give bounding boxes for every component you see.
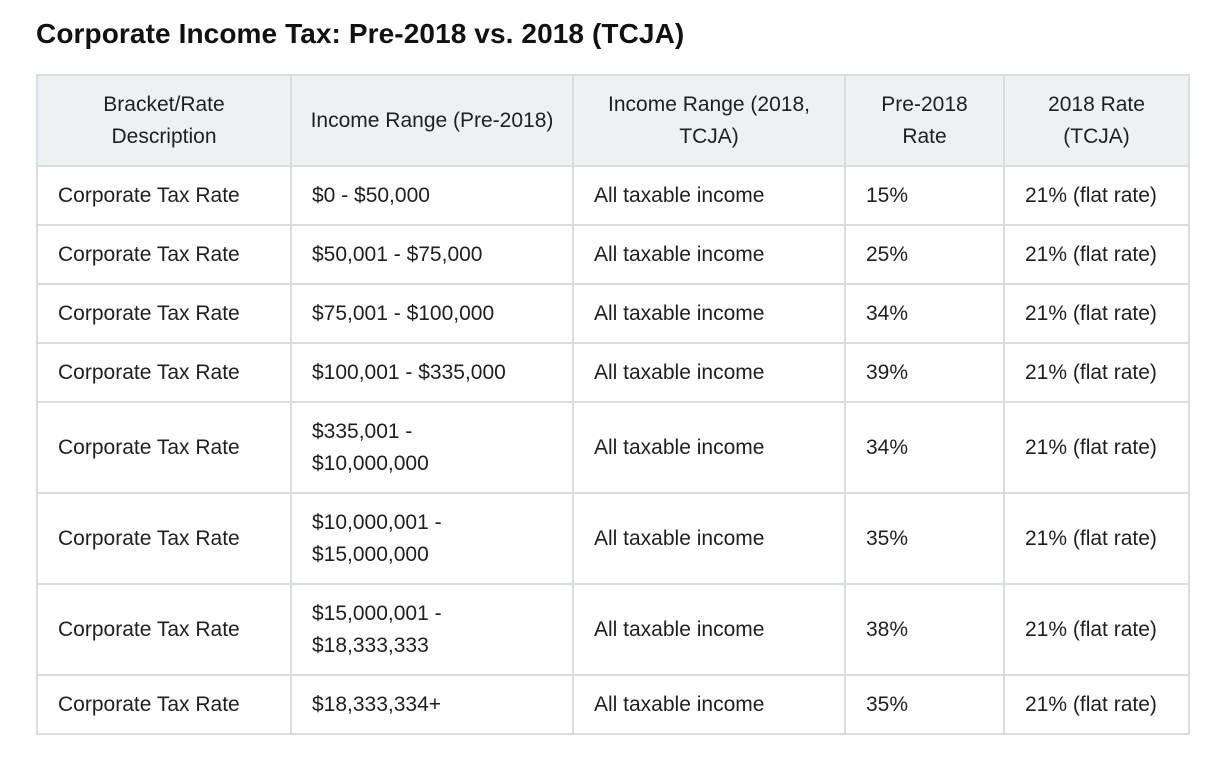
pre-2018-rate-cell: 38% bbox=[844, 583, 1005, 676]
income-range-2018-cell: All taxable income bbox=[572, 583, 846, 676]
table-row: Corporate Tax Rate $50,001 - $75,000 All… bbox=[36, 224, 1190, 285]
income-range-2018-cell: All taxable income bbox=[572, 492, 846, 585]
income-range-pre-2018-cell: $75,001 - $100,000 bbox=[290, 283, 574, 344]
table-row: Corporate Tax Rate $75,001 - $100,000 Al… bbox=[36, 283, 1190, 344]
income-range-pre-2018-cell: $0 - $50,000 bbox=[290, 165, 574, 226]
rate-2018-cell: 21% (flat rate) bbox=[1003, 283, 1190, 344]
header-row: Bracket/Rate Description Income Range (P… bbox=[36, 74, 1190, 167]
pre-2018-rate-cell: 34% bbox=[844, 401, 1005, 494]
rate-2018-cell: 21% (flat rate) bbox=[1003, 492, 1190, 585]
income-range-2018-cell: All taxable income bbox=[572, 283, 846, 344]
rate-2018-cell: 21% (flat rate) bbox=[1003, 401, 1190, 494]
page-title: Corporate Income Tax: Pre-2018 vs. 2018 … bbox=[36, 18, 685, 49]
bracket-description-cell: Corporate Tax Rate bbox=[36, 583, 292, 676]
rate-2018-cell: 21% (flat rate) bbox=[1003, 224, 1190, 285]
table-header: Bracket/Rate Description Income Range (P… bbox=[36, 74, 1190, 167]
income-range-pre-2018-cell: $15,000,001 - $18,333,333 bbox=[290, 583, 574, 676]
column-header-income-range-pre-2018: Income Range (Pre-2018) bbox=[290, 74, 574, 167]
bracket-description-cell: Corporate Tax Rate bbox=[36, 283, 292, 344]
table-row: Corporate Tax Rate $335,001 - $10,000,00… bbox=[36, 401, 1190, 494]
table-row: Corporate Tax Rate $10,000,001 - $15,000… bbox=[36, 492, 1190, 585]
income-range-2018-cell: All taxable income bbox=[572, 224, 846, 285]
table-row: Corporate Tax Rate $15,000,001 - $18,333… bbox=[36, 583, 1190, 676]
pre-2018-rate-cell: 35% bbox=[844, 674, 1005, 735]
bracket-description-cell: Corporate Tax Rate bbox=[36, 674, 292, 735]
rate-2018-cell: 21% (flat rate) bbox=[1003, 165, 1190, 226]
bracket-description-cell: Corporate Tax Rate bbox=[36, 224, 292, 285]
income-range-2018-cell: All taxable income bbox=[572, 401, 846, 494]
column-header-bracket-description: Bracket/Rate Description bbox=[36, 74, 292, 167]
income-range-pre-2018-cell: $50,001 - $75,000 bbox=[290, 224, 574, 285]
income-range-pre-2018-cell: $10,000,001 - $15,000,000 bbox=[290, 492, 574, 585]
column-header-2018-rate: 2018 Rate (TCJA) bbox=[1003, 74, 1190, 167]
income-range-pre-2018-cell: $335,001 - $10,000,000 bbox=[290, 401, 574, 494]
pre-2018-rate-cell: 25% bbox=[844, 224, 1005, 285]
bracket-description-cell: Corporate Tax Rate bbox=[36, 401, 292, 494]
income-range-2018-cell: All taxable income bbox=[572, 674, 846, 735]
income-range-pre-2018-cell: $100,001 - $335,000 bbox=[290, 342, 574, 403]
pre-2018-rate-cell: 39% bbox=[844, 342, 1005, 403]
pre-2018-rate-cell: 35% bbox=[844, 492, 1005, 585]
bracket-description-cell: Corporate Tax Rate bbox=[36, 492, 292, 585]
table-body: Corporate Tax Rate $0 - $50,000 All taxa… bbox=[36, 165, 1190, 735]
rate-2018-cell: 21% (flat rate) bbox=[1003, 583, 1190, 676]
table-row: Corporate Tax Rate $0 - $50,000 All taxa… bbox=[36, 165, 1190, 226]
column-header-income-range-2018: Income Range (2018, TCJA) bbox=[572, 74, 846, 167]
income-range-2018-cell: All taxable income bbox=[572, 165, 846, 226]
bracket-description-cell: Corporate Tax Rate bbox=[36, 165, 292, 226]
income-range-pre-2018-cell: $18,333,334+ bbox=[290, 674, 574, 735]
income-range-2018-cell: All taxable income bbox=[572, 342, 846, 403]
bracket-description-cell: Corporate Tax Rate bbox=[36, 342, 292, 403]
column-header-pre-2018-rate: Pre-2018 Rate bbox=[844, 74, 1005, 167]
rate-2018-cell: 21% (flat rate) bbox=[1003, 342, 1190, 403]
pre-2018-rate-cell: 34% bbox=[844, 283, 1005, 344]
pre-2018-rate-cell: 15% bbox=[844, 165, 1005, 226]
table-row: Corporate Tax Rate $100,001 - $335,000 A… bbox=[36, 342, 1190, 403]
rate-2018-cell: 21% (flat rate) bbox=[1003, 674, 1190, 735]
table-row: Corporate Tax Rate $18,333,334+ All taxa… bbox=[36, 674, 1190, 735]
tax-comparison-table: Bracket/Rate Description Income Range (P… bbox=[36, 74, 1190, 735]
